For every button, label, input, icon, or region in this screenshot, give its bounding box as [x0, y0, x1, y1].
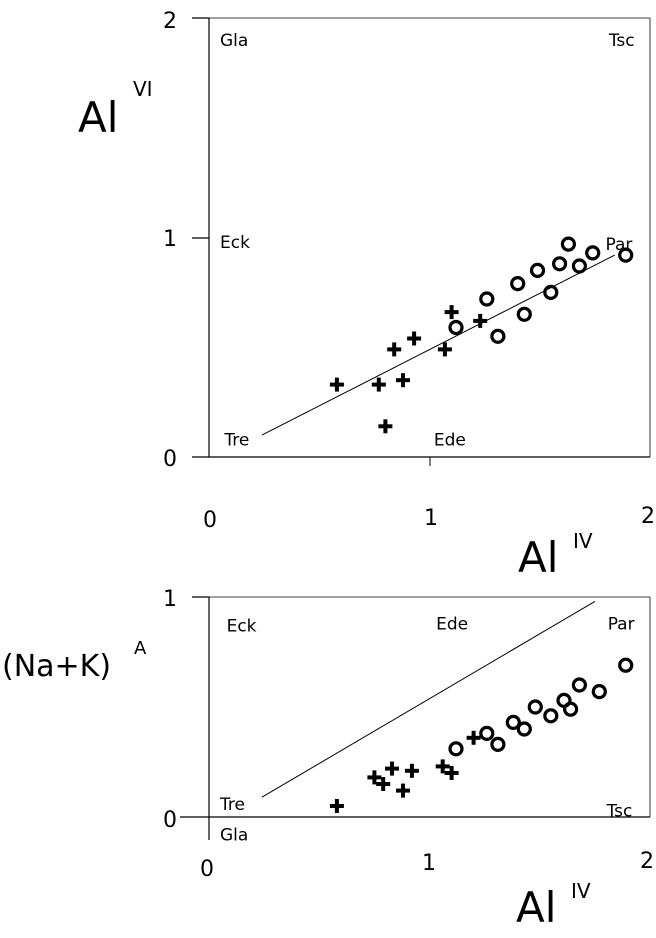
data-point-cross: [371, 377, 386, 392]
x-axis-label: Al: [518, 533, 558, 582]
data-point-circle: [516, 306, 532, 322]
endmember-label-gla: Gla: [220, 826, 248, 846]
x-tick-label: 0: [200, 857, 214, 882]
data-point-circle: [562, 701, 579, 717]
x-tick-label: 2: [641, 504, 655, 529]
data-point-cross: [444, 766, 459, 780]
y-axis-label-superscript: A: [134, 638, 147, 659]
data-point-circle: [527, 699, 543, 715]
data-point-cross: [387, 342, 402, 357]
endmember-label-tre: Tre: [223, 430, 249, 450]
x-tick-label: 0: [203, 508, 217, 533]
data-point-cross: [329, 799, 344, 813]
data-point-circle: [618, 657, 634, 673]
y-tick-label: 1: [163, 587, 177, 612]
data-point-cross: [444, 305, 459, 320]
data-point-cross: [437, 342, 452, 357]
data-point-cross: [378, 419, 393, 434]
data-point-cross: [376, 777, 391, 791]
x-axis-label-superscript: IV: [571, 879, 591, 903]
data-point-circle: [571, 677, 588, 693]
data-point-circle: [585, 245, 601, 261]
data-point-circle: [618, 247, 634, 263]
data-point-circle: [516, 721, 532, 737]
data-point-circle: [543, 284, 559, 300]
data-point-cross: [396, 783, 410, 798]
x-axis-label: Al: [516, 883, 556, 932]
endmember-label-par: Par: [608, 614, 635, 634]
reference-line-group: [261, 254, 615, 436]
data-point-cross: [329, 377, 344, 392]
x-axis-label-superscript: IV: [573, 529, 593, 553]
data-point-circle: [505, 714, 521, 731]
endmember-label-eck: Eck: [227, 617, 257, 637]
data-point-circle: [479, 725, 495, 742]
data-points: [329, 657, 634, 813]
endmember-label-eck: Eck: [220, 233, 250, 253]
data-point-cross: [407, 331, 422, 346]
data-point-circle: [529, 262, 546, 278]
endmember-label-ede: Ede: [436, 614, 468, 634]
endmember-label-tsc: Tsc: [608, 31, 635, 51]
data-point-circle: [490, 328, 506, 344]
reference-line-group: [261, 600, 596, 798]
plot-panel-bottom: 0 1 0 1 2 (Na+K) A Al IV Eck Ede Par Tre Tsc…: [2, 587, 654, 932]
data-points: [329, 236, 634, 434]
y-tick-label: 0: [163, 808, 177, 833]
endmember-label-ede: Ede: [434, 430, 466, 450]
x-tick-label: 1: [422, 851, 436, 876]
data-point-circle: [560, 236, 577, 252]
endmember-label-tre: Tre: [219, 795, 245, 815]
x-tick-label: 1: [424, 506, 438, 531]
data-point-circle: [551, 256, 568, 272]
endmember-label-tsc: Tsc: [606, 801, 633, 821]
data-point-cross: [435, 759, 450, 774]
data-point-cross: [396, 373, 410, 388]
y-axis-label-superscript: VI: [133, 77, 153, 101]
data-point-cross: [385, 761, 399, 776]
y-axis-label: Al: [78, 93, 118, 142]
data-point-circle: [448, 741, 464, 757]
x-tick-label: 2: [640, 849, 654, 874]
data-point-circle: [571, 258, 588, 274]
data-point-circle: [543, 708, 559, 724]
data-point-circle: [510, 276, 526, 292]
endmember-label-gla: Gla: [220, 31, 248, 51]
y-tick-label: 0: [163, 447, 177, 472]
data-point-circle: [479, 291, 495, 307]
reference-trend-line: [261, 254, 615, 436]
data-point-circle: [591, 683, 607, 700]
reference-trend-line: [261, 600, 596, 798]
data-point-circle: [490, 736, 506, 753]
y-axis-label: (Na+K): [2, 649, 111, 684]
data-point-circle: [448, 319, 464, 336]
data-point-cross: [404, 763, 419, 778]
data-point-cross: [367, 770, 382, 785]
y-tick-label: 2: [163, 9, 177, 34]
data-point-cross: [473, 313, 488, 328]
data-point-cross: [466, 730, 481, 745]
endmember-labels: Eck Ede Par Tre Tsc Gla: [219, 614, 635, 845]
y-tick-label: 1: [163, 227, 177, 252]
